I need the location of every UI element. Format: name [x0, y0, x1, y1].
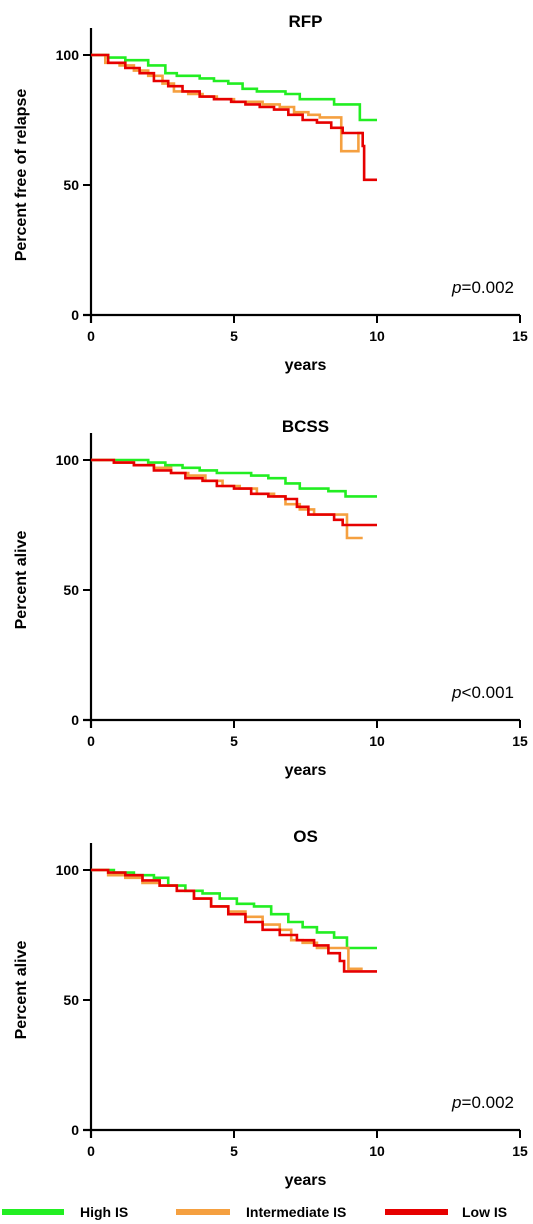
- series-line-intermediate-is: [91, 53, 363, 153]
- x-axis-label: years: [285, 1172, 327, 1189]
- chart-title: OS: [293, 827, 318, 846]
- x-tick-label: 5: [230, 733, 238, 749]
- series-line-intermediate-is: [91, 868, 363, 971]
- x-tick-label: 0: [87, 733, 95, 749]
- legend-swatch-low-is: [385, 1209, 448, 1215]
- p-value-annotation: p=0.002: [451, 278, 514, 297]
- legend-label: High IS: [80, 1204, 128, 1220]
- chart-panel-os: OS 0 50 100 0 5 10 15 years Percent alive p=0.002: [13, 827, 528, 1189]
- chart-title: BCSS: [282, 417, 329, 436]
- chart-title: RFP: [289, 12, 323, 31]
- y-tick-label: 50: [63, 992, 79, 1008]
- series-line-high-is: [91, 458, 377, 498]
- legend-swatch-high-is: [2, 1209, 64, 1215]
- y-tick-label: 100: [56, 47, 80, 63]
- y-tick-label: 0: [71, 1122, 79, 1138]
- x-tick-label: 15: [512, 328, 528, 344]
- series-line-high-is: [91, 53, 377, 122]
- x-tick-label: 15: [512, 1143, 528, 1159]
- x-tick-label: 5: [230, 328, 238, 344]
- y-tick-label: 50: [63, 582, 79, 598]
- legend-label: Low IS: [462, 1204, 507, 1220]
- p-value: =0.002: [462, 1093, 514, 1112]
- y-tick-label: 100: [56, 862, 80, 878]
- chart-panel-bcss: BCSS 0 50 100 0 5 10 15 years Percent alive p<0.00…: [13, 417, 528, 779]
- x-axis-label: years: [285, 357, 327, 374]
- p-symbol: p: [451, 278, 461, 297]
- p-symbol: p: [451, 683, 461, 702]
- x-tick-label: 5: [230, 1143, 238, 1159]
- series-line-high-is: [91, 868, 377, 950]
- y-tick-label: 0: [71, 307, 79, 323]
- y-tick-label: 100: [56, 452, 80, 468]
- y-axis-label: Percent free of relapse: [13, 89, 30, 262]
- x-tick-label: 0: [87, 328, 95, 344]
- y-tick-label: 0: [71, 712, 79, 728]
- chart-panel-rfp: RFP 0 50 100 0 5 10 15 years Percent free of rela…: [13, 12, 528, 374]
- x-tick-label: 0: [87, 1143, 95, 1159]
- x-tick-label: 10: [369, 328, 385, 344]
- x-tick-label: 10: [369, 733, 385, 749]
- p-value: <0.001: [462, 683, 514, 702]
- x-tick-label: 15: [512, 733, 528, 749]
- series-line-low-is: [91, 458, 377, 527]
- series-line-low-is: [91, 53, 377, 182]
- legend: High IS Intermediate IS Low IS: [2, 1204, 507, 1220]
- p-value-annotation: p=0.002: [451, 1093, 514, 1112]
- p-value-annotation: p<0.001: [451, 683, 514, 702]
- y-axis-label: Percent alive: [13, 531, 30, 630]
- y-tick-label: 50: [63, 177, 79, 193]
- legend-swatch-intermediate-is: [176, 1209, 230, 1215]
- p-value: =0.002: [462, 278, 514, 297]
- p-symbol: p: [451, 1093, 461, 1112]
- x-tick-label: 10: [369, 1143, 385, 1159]
- legend-label: Intermediate IS: [246, 1204, 346, 1220]
- series-line-low-is: [91, 868, 377, 973]
- y-axis-label: Percent alive: [13, 941, 30, 1040]
- x-axis-label: years: [285, 762, 327, 779]
